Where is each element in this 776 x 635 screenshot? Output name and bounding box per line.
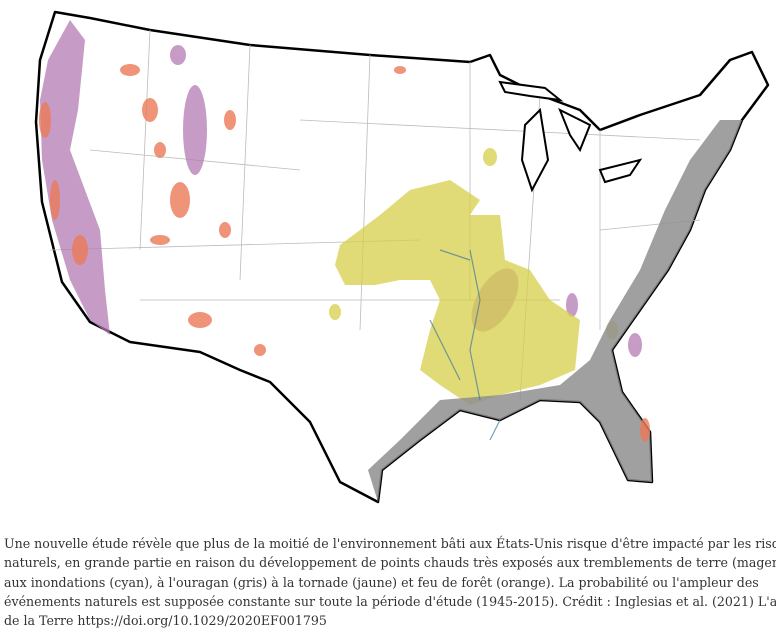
us-risk-map (34, 10, 770, 504)
lakes (498, 80, 643, 193)
caption-line: événements naturels est supposée constan… (4, 593, 776, 609)
caption-line: aux inondations (cyan), à l'ouragan (gri… (4, 574, 759, 590)
hurricane-zones (368, 120, 742, 502)
wildfire-zones (39, 64, 650, 442)
tornado-zones (329, 148, 618, 405)
flood-zones (429, 249, 501, 441)
caption-line: Une nouvelle étude révèle que plus de la… (4, 536, 776, 551)
caption-line: de la Terre https://doi.org/10.1029/2020… (4, 613, 327, 629)
caption: Une nouvelle étude révèle que plus de la… (4, 534, 776, 630)
caption-line: naturels, en grande partie en raison du … (4, 555, 776, 571)
